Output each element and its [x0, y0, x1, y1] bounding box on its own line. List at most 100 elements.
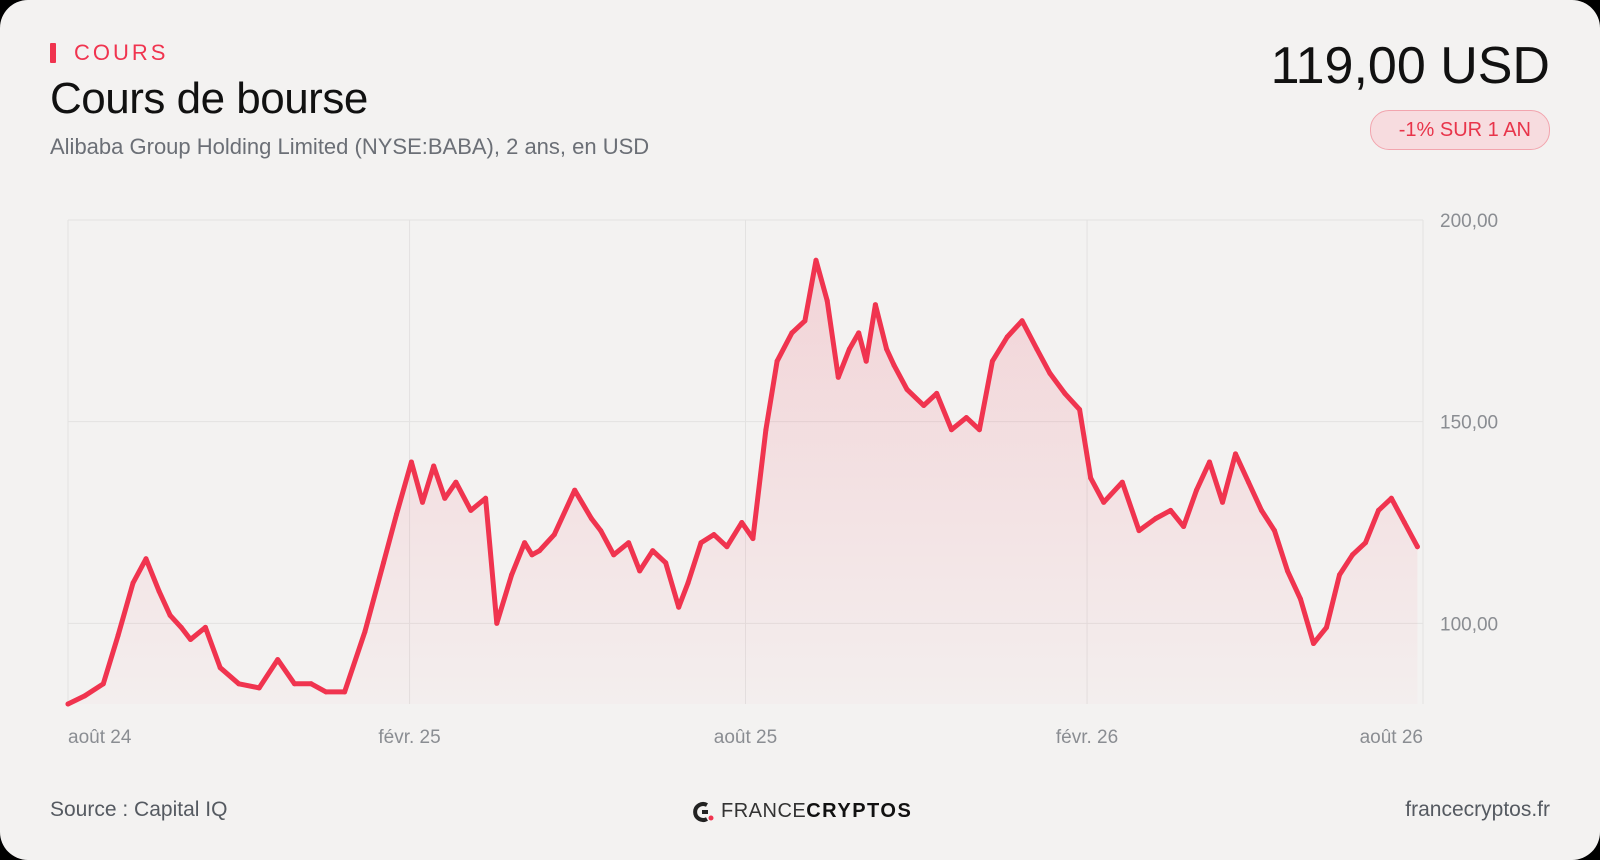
price-point — [323, 689, 329, 695]
brand-logo: FRANCE CRYPTOS — [693, 800, 912, 823]
price-point — [1019, 318, 1025, 324]
price-point — [408, 459, 414, 465]
price-area-fill — [68, 260, 1418, 704]
price-point — [1220, 499, 1225, 505]
page-title: Cours de bourse — [50, 74, 368, 123]
price-point — [431, 463, 437, 469]
price-point — [1272, 528, 1277, 534]
price-point — [1119, 479, 1125, 485]
kicker-accent-bar — [50, 43, 56, 63]
price-point — [1388, 495, 1394, 501]
price-point — [1181, 524, 1187, 529]
price-point — [1337, 572, 1342, 578]
price-point — [217, 665, 223, 671]
y-tick-label: 200,00 — [1440, 211, 1498, 232]
change-badge: -1% SUR 1 AN — [1369, 110, 1550, 150]
price-point — [813, 257, 819, 263]
x-tick-label: août 24 — [68, 727, 132, 748]
price-point — [1246, 479, 1251, 485]
y-tick-label: 100,00 — [1440, 614, 1498, 635]
price-point — [739, 520, 745, 525]
price-point — [551, 532, 557, 538]
price-point — [963, 415, 969, 421]
price-point — [1168, 507, 1174, 513]
x-tick-label: août 26 — [1360, 727, 1423, 748]
source-credit: Source : Capital IQ — [50, 798, 228, 821]
price-point — [904, 386, 910, 392]
price-point — [167, 612, 173, 618]
price-point — [824, 298, 830, 304]
price-point — [509, 572, 515, 578]
price-point — [342, 689, 348, 695]
price-point — [1259, 507, 1264, 513]
price-point — [100, 681, 106, 687]
price-point — [976, 427, 982, 433]
price-point — [763, 427, 769, 433]
price-point — [362, 628, 368, 634]
price-point — [891, 362, 897, 368]
price-point — [1324, 624, 1329, 630]
price-point — [308, 681, 314, 687]
price-point — [115, 632, 121, 638]
price-point — [1233, 451, 1238, 457]
price-point — [934, 390, 940, 396]
price-point — [1363, 540, 1368, 546]
brand-name-bold: CRYPTOS — [806, 800, 913, 822]
price-point — [381, 560, 386, 566]
price-point — [292, 681, 297, 687]
brand-name-light: FRANCE — [721, 800, 807, 822]
price-point — [949, 427, 954, 433]
price-point — [1136, 528, 1142, 534]
price-point — [1350, 552, 1355, 558]
price-point — [178, 624, 184, 630]
price-point — [202, 624, 208, 630]
price-point — [872, 302, 878, 308]
price-point — [846, 346, 852, 352]
price-point — [637, 568, 643, 574]
price-point — [130, 580, 136, 586]
price-point — [236, 681, 242, 687]
price-point — [1088, 475, 1094, 481]
price-point — [611, 552, 617, 558]
kicker-label: COURS — [74, 40, 169, 65]
price-point — [522, 540, 528, 546]
price-point — [663, 560, 669, 566]
price-point — [921, 403, 927, 408]
price-point — [65, 701, 71, 707]
price-point — [750, 536, 756, 542]
price-point — [1207, 459, 1212, 465]
price-point — [188, 637, 193, 642]
price-point — [1414, 544, 1420, 550]
price-point — [275, 657, 281, 663]
price-point — [453, 479, 459, 485]
price-point — [1004, 334, 1010, 340]
price-point — [1153, 516, 1159, 521]
price-point — [572, 487, 578, 493]
price-point — [420, 499, 425, 505]
price-point — [1077, 407, 1083, 413]
price-point — [789, 330, 795, 336]
price-point — [685, 580, 691, 586]
y-tick-label: 150,00 — [1440, 413, 1498, 434]
price-point — [468, 507, 474, 513]
price-point — [494, 620, 500, 626]
price-point — [676, 604, 682, 610]
price-point — [598, 528, 604, 534]
brand-mark-icon — [693, 801, 714, 822]
price-point — [143, 556, 149, 562]
chart-subtitle: Alibaba Group Holding Limited (NYSE:BABA… — [50, 134, 650, 159]
x-tick-label: févr. 26 — [1056, 727, 1118, 748]
price-point — [1311, 641, 1316, 646]
price-point — [1047, 370, 1053, 376]
price-point — [1285, 568, 1290, 574]
change-badge-text: -1% SUR 1 AN — [1398, 118, 1531, 141]
price-point — [394, 511, 399, 517]
price-chart: 100,00 150,00 200,00 août 24 févr. 25 août 25… — [65, 211, 1498, 748]
price-point — [698, 540, 704, 546]
price-point — [884, 346, 890, 352]
price-point — [1101, 499, 1107, 505]
price-point — [724, 544, 730, 550]
price-point — [1401, 520, 1407, 525]
price-point — [1062, 390, 1068, 396]
section-kicker: COURS — [50, 40, 168, 66]
